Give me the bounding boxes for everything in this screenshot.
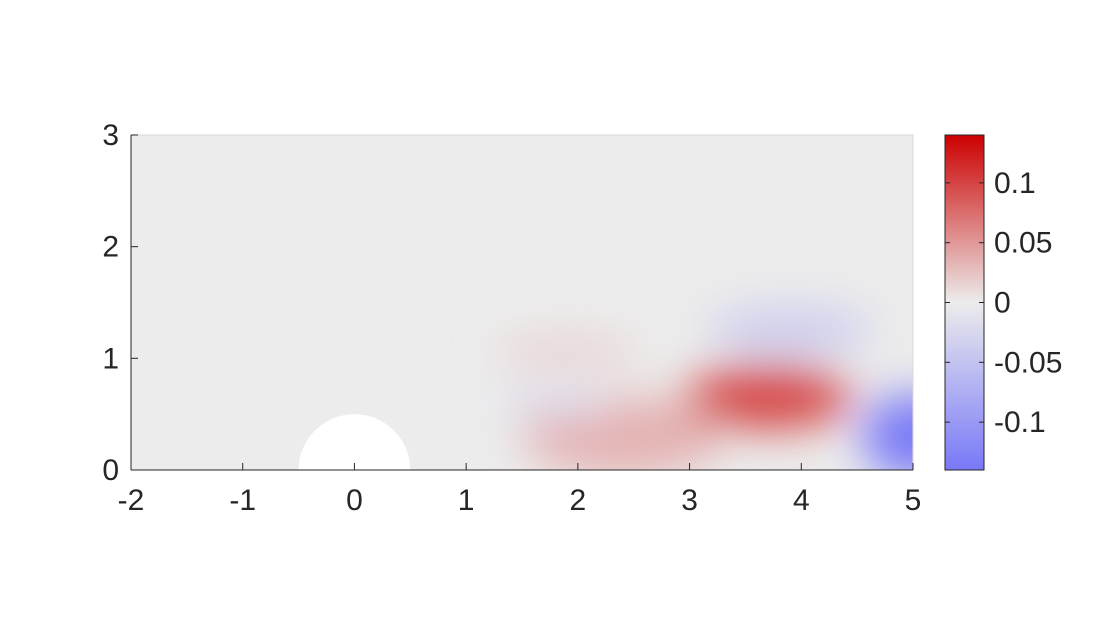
colorbar-tick-label: 0 <box>994 287 1011 320</box>
field-feature-1 <box>683 366 852 429</box>
obstacle-half-disk <box>298 414 411 470</box>
colorbar: 0.1 0.05 0 -0.05 -0.1 <box>944 134 1062 471</box>
colorbar-tick-label: 0.05 <box>994 227 1052 260</box>
y-tick-label: 3 <box>102 119 119 152</box>
field-feature-5 <box>499 387 612 419</box>
y-tick-label: 1 <box>102 342 119 375</box>
x-tick-label: 1 <box>458 484 475 517</box>
colorbar-ticks: 0.1 0.05 0 -0.05 -0.1 <box>945 167 1062 439</box>
x-tick-label: 2 <box>570 484 587 517</box>
plot-area <box>130 134 914 471</box>
x-tick-label: -1 <box>229 484 256 517</box>
colorbar-tick-label: -0.1 <box>994 406 1046 439</box>
field-feature-4 <box>706 308 874 353</box>
y-axis: 0 1 2 3 <box>102 119 138 487</box>
x-tick-label: 3 <box>681 484 698 517</box>
x-tick-label: 0 <box>346 484 363 517</box>
colorbar-gradient <box>944 134 985 471</box>
colorbar-tick-label: -0.05 <box>994 346 1062 379</box>
y-tick-label: 0 <box>102 454 119 487</box>
x-axis: -2 -1 0 1 2 3 4 5 <box>118 463 922 517</box>
colorbar-tick-label: 0.1 <box>994 167 1036 200</box>
field-feature-6 <box>862 394 913 470</box>
heatmap-field <box>494 308 913 470</box>
y-tick-label: 2 <box>102 231 119 264</box>
x-tick-label: 4 <box>793 484 810 517</box>
field-feature-3 <box>494 339 640 367</box>
x-tick-label: -2 <box>118 484 145 517</box>
x-tick-label: 5 <box>905 484 922 517</box>
